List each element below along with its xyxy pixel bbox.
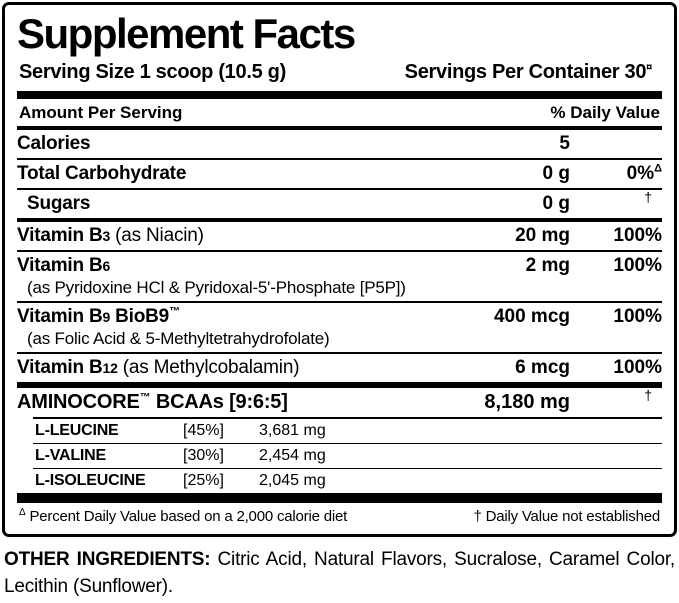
amino-amount: 2,045 mg [259, 472, 326, 489]
dagger-footnote: † Daily Value not established [473, 508, 660, 525]
row-divider [17, 352, 662, 354]
dv-footnote-mark: Δ [654, 162, 662, 175]
nutrient-dv: 100% [613, 255, 662, 276]
nutrient-amount: 400 mcg [493, 306, 570, 327]
servings-footnote-mark: ¤ [646, 61, 652, 74]
servings-per-container: Servings Per Container 30¤ [404, 61, 653, 83]
nutrient-amount: 8,180 mg [484, 391, 570, 413]
nutrient-amount: 0 g [542, 163, 570, 184]
nutrient-amount: 20 mg [515, 225, 570, 246]
serving-size: Serving Size 1 scoop (10.5 g) [19, 61, 286, 83]
row-divider [17, 188, 662, 190]
nutrient-name: Vitamin B12 (as Methylcobalamin) [17, 357, 300, 378]
amino-name: L-ISOLEUCINE [35, 472, 146, 489]
section-divider [17, 218, 662, 222]
nutrient-name: Sugars [27, 193, 91, 214]
nutrient-name: Vitamin B6 [17, 255, 111, 276]
trademark-mark: ™ [139, 391, 151, 404]
nutrient-source-note: (as Pyridoxine HCl & Pyridoxal-5'-Phosph… [27, 278, 406, 297]
other-ingredients-text: Citric Acid, Natural Flavors, Sucralose,… [4, 549, 675, 597]
nutrient-name: Total Carbohydrate [17, 163, 187, 184]
nutrient-row-sugars: Sugars 0 g † [17, 190, 662, 218]
nutrient-name: AMINOCORE™ BCAAs [9:6:5] [17, 391, 288, 413]
daily-value-header: % Daily Value [550, 103, 660, 122]
nutrient-dv: † [570, 388, 662, 414]
row-divider [33, 443, 662, 444]
row-divider [17, 301, 662, 303]
trademark-mark: ™ [169, 305, 180, 318]
other-ingredients-label: OTHER INGREDIENTS: [4, 549, 211, 570]
amino-amount: 2,454 mg [259, 447, 326, 464]
daily-value-footnote: Δ Percent Daily Value based on a 2,000 c… [19, 507, 348, 526]
nutrient-amount: 2 mg [525, 255, 570, 276]
column-header-row: Amount Per Serving % Daily Value [17, 99, 662, 126]
other-ingredients: OTHER INGREDIENTS: Citric Acid, Natural … [4, 546, 675, 600]
triangle-footnote-mark: Δ [19, 507, 26, 518]
nutrient-dv: † [570, 190, 662, 215]
nutrient-amount: 5 [559, 133, 570, 154]
nutrient-dv: 100% [613, 306, 662, 327]
amino-amount: 3,681 mg [259, 422, 326, 439]
nutrient-row-vitamin-b12: Vitamin B12 (as Methylcobalamin) 6 mcg 1… [17, 354, 662, 382]
nutrient-amount: 0 g [542, 193, 570, 214]
row-divider [33, 468, 662, 469]
nutrient-amount: 6 mcg [515, 357, 570, 378]
amino-row-l-isoleucine: L-ISOLEUCINE [25%] 2,045 mg [17, 469, 662, 493]
serving-info-row: Serving Size 1 scoop (10.5 g) Servings P… [19, 61, 652, 84]
header-divider [17, 126, 662, 130]
nutrient-row-vitamin-b3: Vitamin B3 (as Niacin) 20 mg 100% [17, 222, 662, 250]
nutrient-row-aminocore-bcaas: AMINOCORE™ BCAAs [9:6:5] 8,180 mg † [17, 388, 662, 417]
row-divider [33, 417, 662, 419]
nutrient-row-vitamin-b9: Vitamin B9 BioB9™ 400 mcg 100% (as Folic… [17, 303, 662, 352]
nutrient-source-note: (as Folic Acid & 5-Methyltetrahydrofolat… [27, 329, 330, 348]
amino-name: L-VALINE [35, 447, 106, 464]
footnote-row: Δ Percent Daily Value based on a 2,000 c… [17, 503, 662, 529]
row-divider [17, 250, 662, 252]
nutrient-row-vitamin-b6: Vitamin B6 2 mg 100% (as Pyridoxine HCl … [17, 252, 662, 301]
thick-divider-bottom [17, 493, 662, 503]
nutrient-dv: 100% [613, 225, 662, 246]
amino-percent: [45%] [183, 422, 224, 439]
section-divider [17, 382, 662, 388]
amino-row-l-leucine: L-LEUCINE [45%] 3,681 mg [17, 419, 662, 443]
amount-per-serving-header: Amount Per Serving [19, 103, 183, 122]
nutrient-row-total-carbohydrate: Total Carbohydrate 0 g 0%Δ [17, 160, 662, 188]
nutrient-name: Calories [17, 133, 91, 154]
dv-footnote-mark: † [644, 387, 652, 404]
nutrient-row-calories: Calories 5 [17, 130, 662, 158]
nutrient-name: Vitamin B9 BioB9™ [17, 305, 180, 327]
amino-percent: [30%] [183, 447, 224, 464]
row-divider [17, 158, 662, 160]
thick-divider-top [17, 91, 662, 99]
supplement-facts-panel: Supplement Facts Serving Size 1 scoop (1… [2, 2, 677, 537]
dv-footnote-mark: † [644, 188, 652, 205]
amino-row-l-valine: L-VALINE [30%] 2,454 mg [17, 444, 662, 468]
amino-percent: [25%] [183, 472, 224, 489]
nutrient-dv: 0%Δ [626, 162, 662, 184]
amino-name: L-LEUCINE [35, 422, 119, 439]
nutrient-dv: 100% [613, 357, 662, 378]
nutrient-name: Vitamin B3 (as Niacin) [17, 225, 204, 246]
panel-title: Supplement Facts [17, 10, 356, 57]
